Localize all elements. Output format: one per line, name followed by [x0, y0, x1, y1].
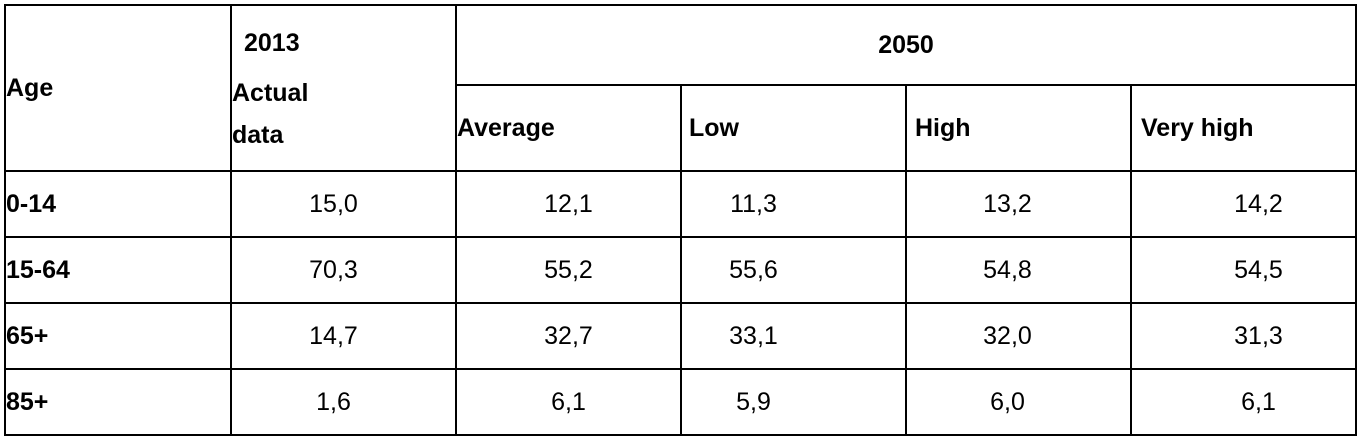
actual-data-column-header: 2013 Actual data [230, 4, 457, 172]
value-cell: 1,6 [230, 368, 457, 436]
scenario-header-low: Low [680, 84, 907, 172]
value-cell: 5,9 [680, 368, 907, 436]
projection-year-header: 2050 [455, 4, 1357, 86]
value-cell: 31,3 [1130, 302, 1357, 370]
table-row: 15-64 70,3 55,2 55,6 54,8 54,5 [4, 236, 1357, 304]
age-column-header: Age [4, 4, 232, 172]
table-row: 85+ 1,6 6,1 5,9 6,0 6,1 [4, 368, 1357, 436]
value-cell: 55,6 [680, 236, 907, 304]
value-cell: 32,0 [905, 302, 1132, 370]
value-cell: 12,1 [455, 170, 682, 238]
actual-label-line-2: data [232, 121, 284, 149]
value-cell: 14,2 [1130, 170, 1357, 238]
scenario-header-very-high: Very high [1130, 84, 1357, 172]
value-cell: 54,5 [1130, 236, 1357, 304]
value-cell: 6,1 [1130, 368, 1357, 436]
age-group-label: 65+ [4, 302, 232, 370]
population-age-table: Age 2013 Actual data 2050 Average Low Hi… [4, 4, 1357, 436]
actual-label-line-1: Actual [232, 79, 309, 107]
value-cell: 14,7 [230, 302, 457, 370]
value-cell: 32,7 [455, 302, 682, 370]
value-cell: 15,0 [230, 170, 457, 238]
value-cell: 6,1 [455, 368, 682, 436]
table-row: 65+ 14,7 32,7 33,1 32,0 31,3 [4, 302, 1357, 370]
header-row-top: Age 2013 Actual data 2050 [4, 4, 1357, 172]
value-cell: 55,2 [455, 236, 682, 304]
scenario-header-high: High [905, 84, 1132, 172]
value-cell: 70,3 [230, 236, 457, 304]
value-cell: 6,0 [905, 368, 1132, 436]
age-group-label: 15-64 [4, 236, 232, 304]
age-group-label: 0-14 [4, 170, 232, 238]
actual-year-label: 2013 [244, 29, 300, 57]
value-cell: 54,8 [905, 236, 1132, 304]
value-cell: 13,2 [905, 170, 1132, 238]
age-group-label: 85+ [4, 368, 232, 436]
scenario-header-average: Average [455, 84, 682, 172]
table-row: 0-14 15,0 12,1 11,3 13,2 14,2 [4, 170, 1357, 238]
header-row-scenarios: Average Low High Very high [5, 84, 1357, 172]
value-cell: 33,1 [680, 302, 907, 370]
value-cell: 11,3 [680, 170, 907, 238]
